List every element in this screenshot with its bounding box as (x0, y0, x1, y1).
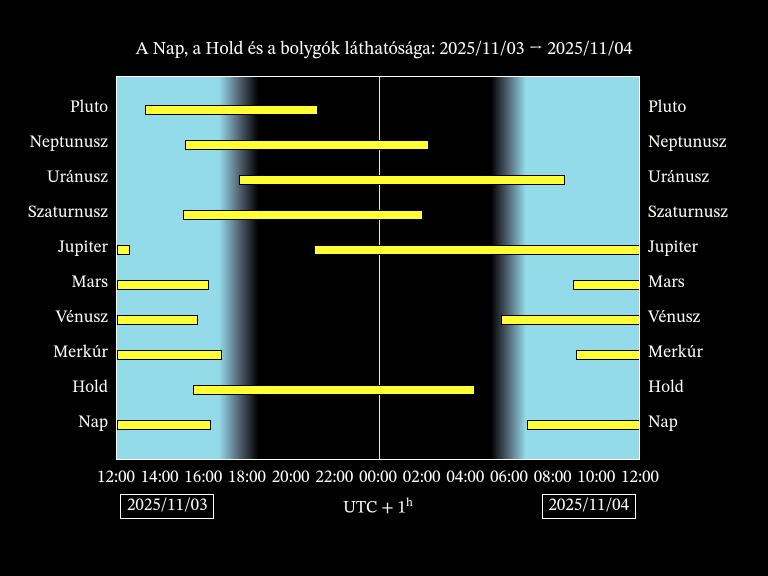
visibility-bar (501, 315, 640, 325)
date-label-right: 2025/11/04 (542, 494, 636, 519)
x-tick-label: 02:00 (403, 468, 441, 489)
visibility-bar (117, 420, 211, 430)
x-tick-label: 12:00 (97, 468, 135, 489)
body-label-right: Hold (648, 378, 684, 399)
body-label-left: Szaturnusz (28, 203, 108, 224)
x-tick-label: 04:00 (446, 468, 484, 489)
visibility-bar (117, 315, 198, 325)
visibility-bar (117, 280, 209, 290)
visibility-bar (145, 105, 317, 115)
body-label-left: Hold (72, 378, 108, 399)
body-label-right: Nap (648, 413, 678, 434)
midnight-line (379, 77, 380, 459)
body-label-left: Mars (71, 273, 108, 294)
timezone-label: UTC + 1h (343, 496, 413, 520)
body-label-left: Pluto (70, 98, 108, 119)
x-tick-label: 06:00 (490, 468, 528, 489)
x-tick-label: 16:00 (184, 468, 222, 489)
body-label-right: Vénusz (648, 308, 700, 329)
body-label-left: Merkúr (53, 343, 108, 364)
body-label-right: Jupiter (648, 238, 698, 259)
x-tick-label: 18:00 (228, 468, 266, 489)
x-tick-label: 10:00 (577, 468, 615, 489)
body-label-right: Neptunusz (648, 133, 727, 154)
body-label-right: Merkúr (648, 343, 703, 364)
date-label-left: 2025/11/03 (120, 494, 214, 519)
visibility-bar (527, 420, 640, 430)
body-label-right: Pluto (648, 98, 686, 119)
x-tick-label: 12:00 (621, 468, 659, 489)
visibility-bar (183, 210, 423, 220)
body-label-left: Vénusz (56, 308, 108, 329)
visibility-bar (117, 350, 222, 360)
visibility-bar (573, 280, 640, 290)
x-tick-label: 14:00 (141, 468, 179, 489)
visibility-bar (193, 385, 475, 395)
visibility-bar (185, 140, 430, 150)
visibility-bar (314, 245, 641, 255)
visibility-chart: A Nap, a Hold és a bolygók láthatósága: … (0, 0, 768, 576)
body-label-left: Uránusz (47, 168, 108, 189)
visibility-bar (117, 245, 130, 255)
x-tick-label: 08:00 (534, 468, 572, 489)
visibility-bar (576, 350, 641, 360)
plot-area (116, 76, 640, 460)
body-label-left: Jupiter (58, 238, 108, 259)
body-label-right: Uránusz (648, 168, 709, 189)
chart-title: A Nap, a Hold és a bolygók láthatósága: … (0, 38, 768, 62)
x-tick-label: 22:00 (315, 468, 353, 489)
body-label-left: Nap (78, 413, 108, 434)
body-label-left: Neptunusz (30, 133, 109, 154)
body-label-right: Szaturnusz (648, 203, 728, 224)
day-night-background (117, 77, 639, 459)
visibility-bar (239, 175, 564, 185)
x-tick-label: 20:00 (272, 468, 310, 489)
x-tick-label: 00:00 (359, 468, 397, 489)
body-label-right: Mars (648, 273, 685, 294)
